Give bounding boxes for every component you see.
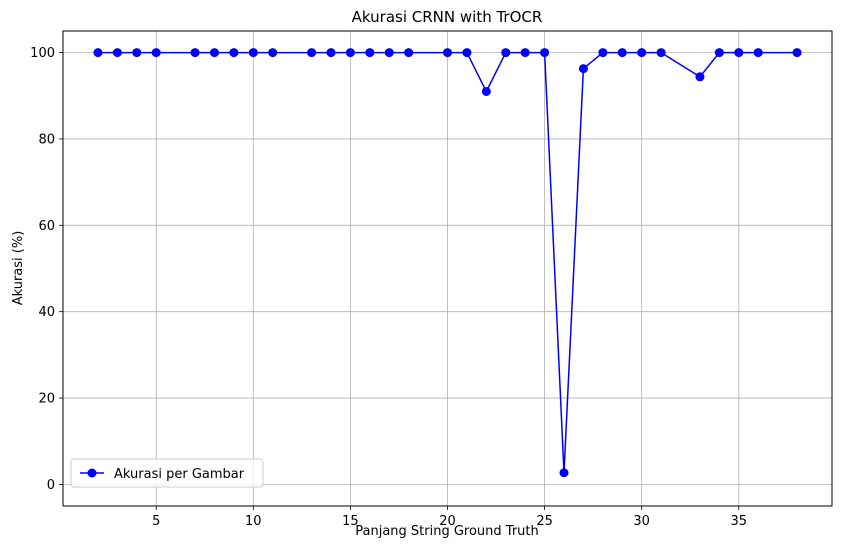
data-point [268, 48, 278, 58]
data-point [190, 48, 200, 58]
x-tick-label: 5 [152, 514, 160, 529]
data-point [326, 48, 336, 58]
data-point [656, 48, 666, 58]
data-point [578, 64, 588, 74]
y-tick-label: 0 [47, 478, 55, 493]
x-tick-label: 30 [633, 514, 650, 529]
data-point [695, 72, 705, 82]
y-tick-label: 80 [38, 132, 55, 147]
data-point [365, 48, 375, 58]
chart-title: Akurasi CRNN with TrOCR [352, 8, 543, 26]
data-point [520, 48, 530, 58]
data-point [462, 48, 472, 58]
data-point [501, 48, 511, 58]
data-point [617, 48, 627, 58]
legend: Akurasi per Gambar [70, 458, 264, 488]
data-point [93, 48, 103, 58]
data-point [540, 48, 550, 58]
data-point [151, 48, 161, 58]
data-point [248, 48, 258, 58]
legend-label: Akurasi per Gambar [114, 467, 245, 482]
x-axis-label: Panjang String Ground Truth [355, 524, 539, 539]
x-tick-label: 20 [439, 514, 456, 529]
x-tick-label: 25 [536, 514, 553, 529]
data-point [384, 48, 394, 58]
data-point [307, 48, 317, 58]
y-tick-label: 40 [38, 305, 55, 320]
data-point [229, 48, 239, 58]
legend-box [70, 458, 264, 488]
data-point [792, 48, 802, 58]
x-tick-label: 15 [342, 514, 359, 529]
data-point [404, 48, 414, 58]
x-tick-label: 35 [731, 514, 748, 529]
data-point [481, 86, 491, 96]
y-tick-label: 60 [38, 219, 55, 234]
data-point [734, 48, 744, 58]
y-axis-label: Akurasi (%) [11, 231, 26, 306]
data-point [637, 48, 647, 58]
data-point [598, 48, 608, 58]
data-point [345, 48, 355, 58]
y-tick-label: 20 [38, 392, 55, 407]
data-point [559, 468, 569, 478]
series-layer [93, 48, 802, 478]
legend-marker-sample [87, 468, 97, 478]
data-point [112, 48, 122, 58]
data-point [714, 48, 724, 58]
ticks: 5 10 15 20 25 30 35 0 20 40 60 80 100 [30, 46, 747, 529]
y-tick-label: 100 [30, 46, 55, 61]
data-point [443, 48, 452, 58]
x-tick-label: 10 [245, 514, 262, 529]
data-point [753, 48, 763, 58]
data-point [132, 48, 142, 58]
data-point [209, 48, 219, 58]
